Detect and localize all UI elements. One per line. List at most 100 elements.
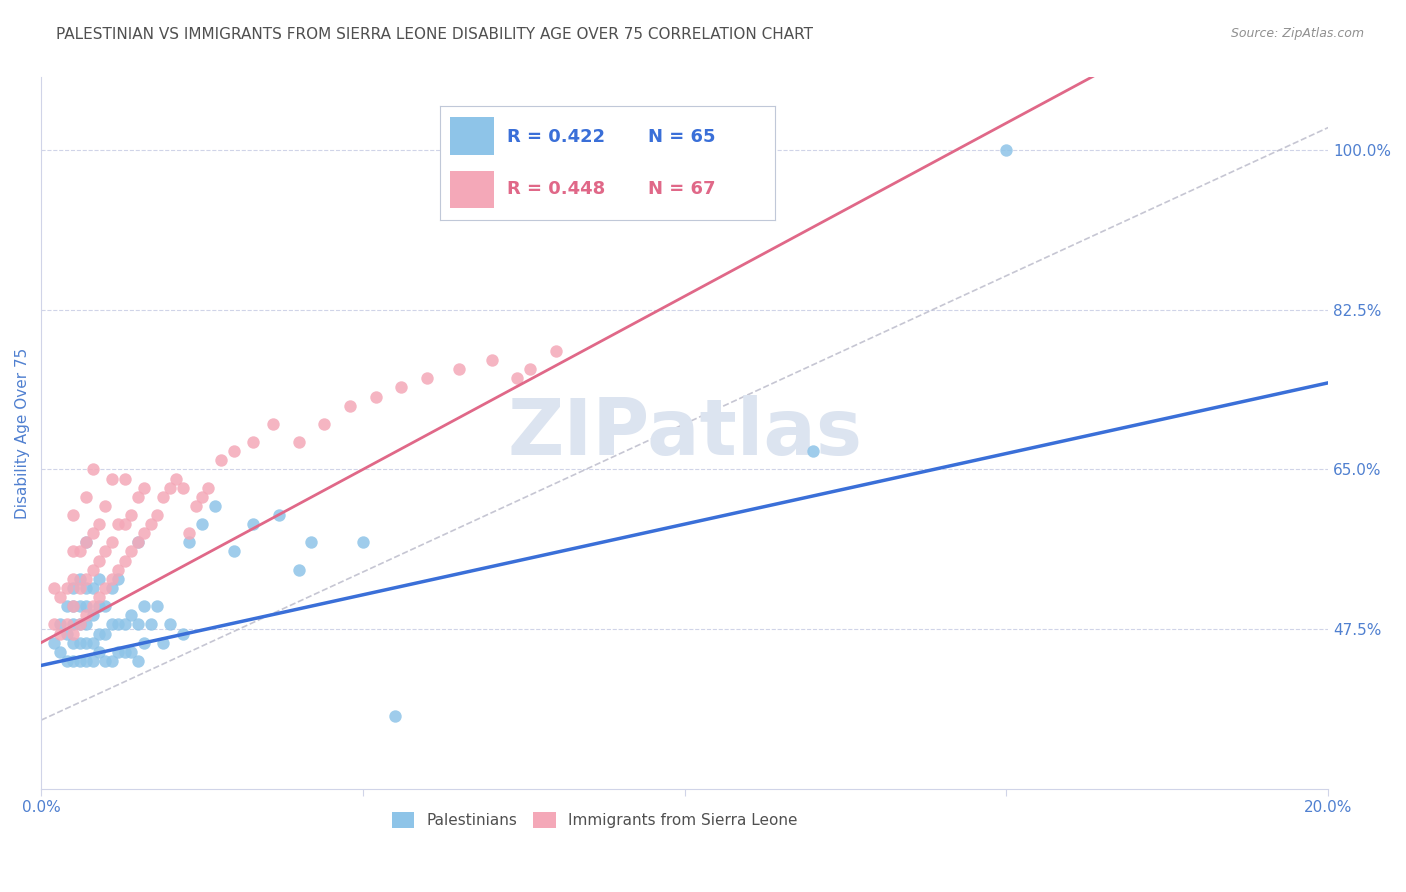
Point bbox=[82, 462, 104, 476]
Point bbox=[159, 481, 181, 495]
Point bbox=[42, 635, 65, 649]
Text: Source: ZipAtlas.com: Source: ZipAtlas.com bbox=[1230, 27, 1364, 40]
Point bbox=[56, 617, 79, 632]
Point bbox=[94, 499, 117, 513]
Point bbox=[82, 563, 104, 577]
Point bbox=[242, 435, 264, 450]
Point bbox=[152, 635, 174, 649]
Point bbox=[69, 617, 91, 632]
Point bbox=[191, 490, 214, 504]
Point bbox=[132, 526, 155, 541]
Point bbox=[120, 645, 142, 659]
Point bbox=[139, 617, 162, 632]
Point bbox=[62, 508, 84, 522]
Point bbox=[49, 626, 72, 640]
Point bbox=[94, 599, 117, 614]
Point bbox=[94, 654, 117, 668]
Point bbox=[69, 581, 91, 595]
Point bbox=[87, 553, 110, 567]
Point bbox=[42, 617, 65, 632]
Point bbox=[132, 599, 155, 614]
Point bbox=[56, 654, 79, 668]
Point bbox=[107, 563, 129, 577]
Point bbox=[87, 645, 110, 659]
Point bbox=[75, 572, 97, 586]
Point bbox=[132, 635, 155, 649]
Point bbox=[209, 453, 232, 467]
Point bbox=[519, 362, 541, 376]
Point bbox=[262, 417, 284, 431]
Point bbox=[62, 617, 84, 632]
Point bbox=[995, 144, 1018, 158]
Point bbox=[56, 581, 79, 595]
Point bbox=[114, 645, 136, 659]
Point bbox=[87, 599, 110, 614]
Point bbox=[82, 581, 104, 595]
Point bbox=[197, 481, 219, 495]
Point bbox=[101, 472, 124, 486]
Point bbox=[69, 654, 91, 668]
Point bbox=[62, 572, 84, 586]
Point bbox=[352, 535, 374, 549]
Point bbox=[82, 526, 104, 541]
Point bbox=[165, 472, 187, 486]
Point bbox=[191, 517, 214, 532]
Point bbox=[179, 526, 201, 541]
Point bbox=[62, 654, 84, 668]
Point bbox=[62, 599, 84, 614]
Point bbox=[75, 654, 97, 668]
Point bbox=[114, 617, 136, 632]
Point bbox=[269, 508, 291, 522]
Point bbox=[101, 535, 124, 549]
Point bbox=[82, 608, 104, 623]
Point bbox=[172, 481, 194, 495]
Point bbox=[224, 444, 246, 458]
Point bbox=[69, 617, 91, 632]
Point bbox=[127, 617, 149, 632]
Point bbox=[120, 508, 142, 522]
Point bbox=[75, 535, 97, 549]
Point bbox=[75, 535, 97, 549]
Point bbox=[544, 343, 567, 358]
Point bbox=[69, 635, 91, 649]
Point bbox=[75, 490, 97, 504]
Point bbox=[75, 617, 97, 632]
Point bbox=[75, 581, 97, 595]
Point bbox=[506, 371, 529, 385]
Point bbox=[146, 508, 169, 522]
Point bbox=[62, 544, 84, 558]
Point bbox=[62, 599, 84, 614]
Point bbox=[449, 362, 471, 376]
Point bbox=[287, 563, 309, 577]
Point bbox=[101, 654, 124, 668]
Point bbox=[299, 535, 322, 549]
Point bbox=[184, 499, 207, 513]
Point bbox=[87, 572, 110, 586]
Point bbox=[62, 635, 84, 649]
Point bbox=[69, 599, 91, 614]
Point bbox=[69, 544, 91, 558]
Point bbox=[364, 390, 387, 404]
Point bbox=[49, 590, 72, 604]
Point bbox=[139, 517, 162, 532]
Legend: Palestinians, Immigrants from Sierra Leone: Palestinians, Immigrants from Sierra Leo… bbox=[385, 806, 804, 834]
Point bbox=[127, 535, 149, 549]
Point bbox=[127, 490, 149, 504]
Point bbox=[94, 544, 117, 558]
Point bbox=[242, 517, 264, 532]
Point bbox=[87, 517, 110, 532]
Point bbox=[75, 599, 97, 614]
Point bbox=[56, 599, 79, 614]
Point bbox=[82, 635, 104, 649]
Point bbox=[82, 654, 104, 668]
Point bbox=[179, 535, 201, 549]
Point bbox=[172, 626, 194, 640]
Point bbox=[56, 626, 79, 640]
Text: PALESTINIAN VS IMMIGRANTS FROM SIERRA LEONE DISABILITY AGE OVER 75 CORRELATION C: PALESTINIAN VS IMMIGRANTS FROM SIERRA LE… bbox=[56, 27, 813, 42]
Point bbox=[87, 626, 110, 640]
Point bbox=[101, 581, 124, 595]
Point bbox=[481, 353, 503, 368]
Point bbox=[384, 708, 406, 723]
Point bbox=[204, 499, 226, 513]
Text: ZIPatlas: ZIPatlas bbox=[508, 395, 862, 471]
